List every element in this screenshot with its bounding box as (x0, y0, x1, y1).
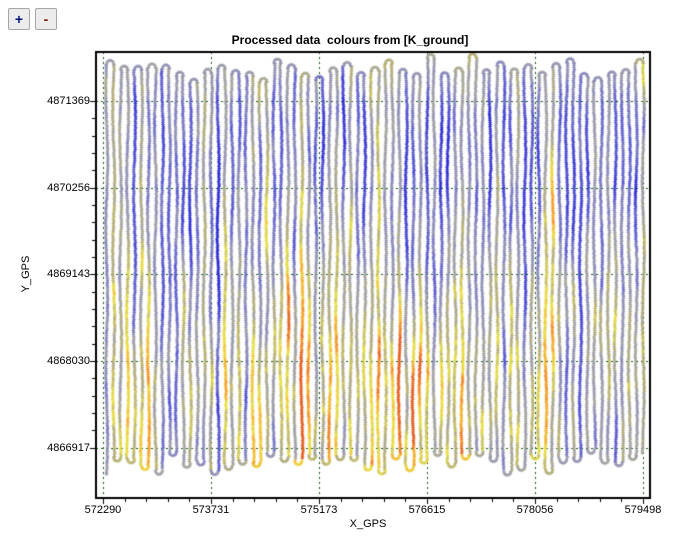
x-axis-label: X_GPS (349, 518, 387, 530)
y-tick-label: 4870256 (47, 181, 90, 194)
zoom-in-button[interactable]: + (8, 8, 30, 30)
x-tick-label: 572290 (84, 504, 122, 516)
chart-title: Processed data colours from [K_ground] (231, 33, 469, 47)
x-tick-label: 576615 (408, 504, 446, 516)
zoom-toolbar: + - (8, 8, 57, 30)
y-tick-label: 4869143 (47, 268, 90, 281)
y-axis-label: Y_GPS (20, 255, 32, 293)
x-tick-label: 579498 (624, 504, 662, 516)
x-tick-label: 573731 (192, 504, 230, 516)
zoom-out-button[interactable]: - (35, 8, 57, 30)
x-tick-label: 578056 (516, 504, 554, 516)
x-tick-label: 575173 (300, 504, 338, 516)
y-tick-label: 4868030 (47, 354, 90, 367)
y-tick-label: 4871369 (47, 94, 90, 107)
y-tick-label: 4866917 (47, 441, 90, 454)
